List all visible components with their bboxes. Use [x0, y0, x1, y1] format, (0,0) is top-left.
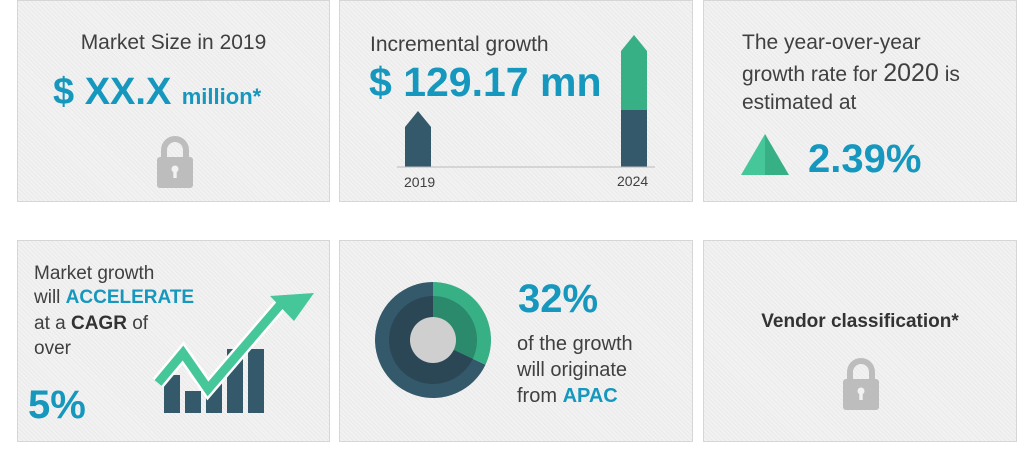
incremental-value: $ 129.17 mn	[369, 59, 602, 105]
yoy-line1: The year-over-year	[742, 31, 921, 54]
apac-value: 32%	[518, 277, 599, 321]
yoy-line3: estimated at	[742, 91, 857, 114]
vendor-card: Vendor classification*	[703, 240, 1017, 442]
yoy-value: 2.39%	[808, 137, 922, 181]
yoy-line2: growth rate for 2020 is	[742, 59, 960, 88]
bar-2024-base	[621, 110, 647, 167]
apac-line1: of the growth	[517, 333, 633, 355]
donut-center	[410, 317, 456, 363]
market-size-title: Market Size in 2019	[80, 31, 267, 54]
yoy-line2-end: is	[944, 63, 960, 86]
lock-icon	[843, 358, 879, 410]
year-label-2019: 2019	[404, 174, 436, 190]
bar-2019	[405, 111, 431, 167]
cagr-line2-pre: will	[34, 287, 61, 308]
apac-line3: from APAC	[517, 385, 618, 408]
lock-icon	[157, 136, 193, 188]
yoy-year: 2020	[883, 59, 939, 87]
apac-line3-pre: from	[517, 385, 557, 407]
vendor-title: Vendor classification*	[761, 311, 959, 332]
apac-line2: will originate	[517, 359, 628, 381]
market-size-value: $ XX.X	[53, 71, 172, 113]
yoy-line2-text: growth rate for	[742, 63, 878, 86]
accelerate-label: ACCELERATE	[65, 287, 195, 308]
incremental-growth-card: Incremental growth $ 129.17 mn 2019 2024	[339, 0, 693, 202]
incremental-title: Incremental growth	[370, 33, 549, 56]
cagr-line2: will ACCELERATE	[34, 287, 194, 309]
cagr-card: Market growth will ACCELERATE at a CAGR …	[17, 240, 330, 442]
donut-chart-icon	[375, 282, 491, 398]
year-label-2024: 2024	[617, 173, 649, 189]
apac-card: 32% of the growth will originate from AP…	[339, 240, 693, 442]
cagr-line1: Market growth	[34, 263, 155, 284]
cagr-line3-pre: at a	[34, 313, 66, 334]
market-size-card: Market Size in 2019 $ XX.X million*	[17, 0, 330, 202]
market-size-unit: million*	[181, 84, 262, 109]
market-size-value-row: $ XX.X million*	[53, 71, 261, 114]
triangle-up-icon	[741, 134, 789, 175]
bar-2024-growth	[621, 35, 647, 110]
cagr-line3-post: of	[132, 313, 149, 334]
apac-region: APAC	[562, 385, 618, 407]
trend-arrow-chart-icon	[152, 293, 314, 413]
yoy-growth-card: The year-over-year growth rate for 2020 …	[703, 0, 1017, 202]
incremental-bar-chart	[397, 35, 655, 168]
cagr-line3: at a CAGR of	[34, 313, 148, 335]
cagr-line4: over	[34, 338, 71, 359]
cagr-value: 5%	[28, 383, 86, 427]
cagr-label: CAGR	[70, 313, 127, 334]
